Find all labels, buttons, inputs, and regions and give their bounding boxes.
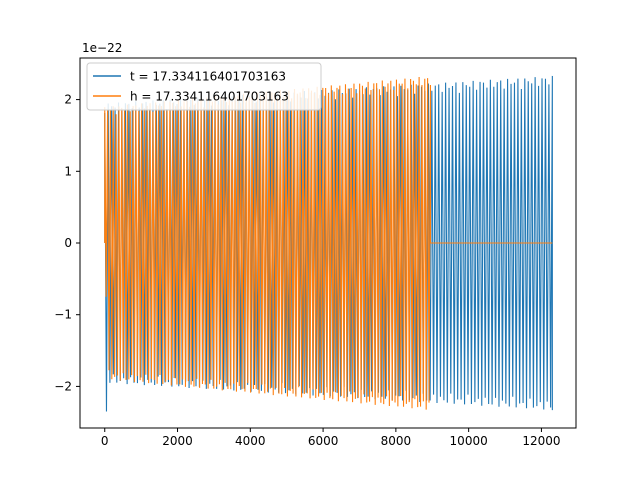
x-tick-label: 8000 — [381, 434, 412, 448]
legend-label-series-1: t = 17.334116401703163 — [130, 70, 286, 84]
legend-box — [86, 62, 322, 111]
axes-layer: 0 2000 4000 6000 8000 10000 12000 −2 −1 0 1 2 — [54, 57, 577, 448]
x-tick-label: 4000 — [235, 434, 266, 448]
y-offset-text: 1e−22 — [82, 41, 122, 55]
y-tick-label: 1 — [64, 164, 72, 178]
series-line-1 — [104, 75, 553, 412]
legend: t = 17.334116401703163 h = 17.3341164017… — [86, 62, 322, 111]
x-tick-label: 10000 — [450, 434, 488, 448]
x-tick-label: 6000 — [308, 434, 339, 448]
y-tick-label: 0 — [64, 236, 72, 250]
y-tick-label: 2 — [64, 93, 72, 107]
x-tick-label: 12000 — [522, 434, 560, 448]
series-line-2 — [104, 77, 553, 410]
legend-label-series-2: h = 17.334116401703163 — [130, 90, 289, 104]
x-tick-label: 0 — [101, 434, 109, 448]
y-tick-label: −2 — [54, 379, 72, 393]
series-layer — [104, 75, 553, 412]
x-tick-label: 2000 — [162, 434, 193, 448]
y-tick-label: −1 — [54, 308, 72, 322]
